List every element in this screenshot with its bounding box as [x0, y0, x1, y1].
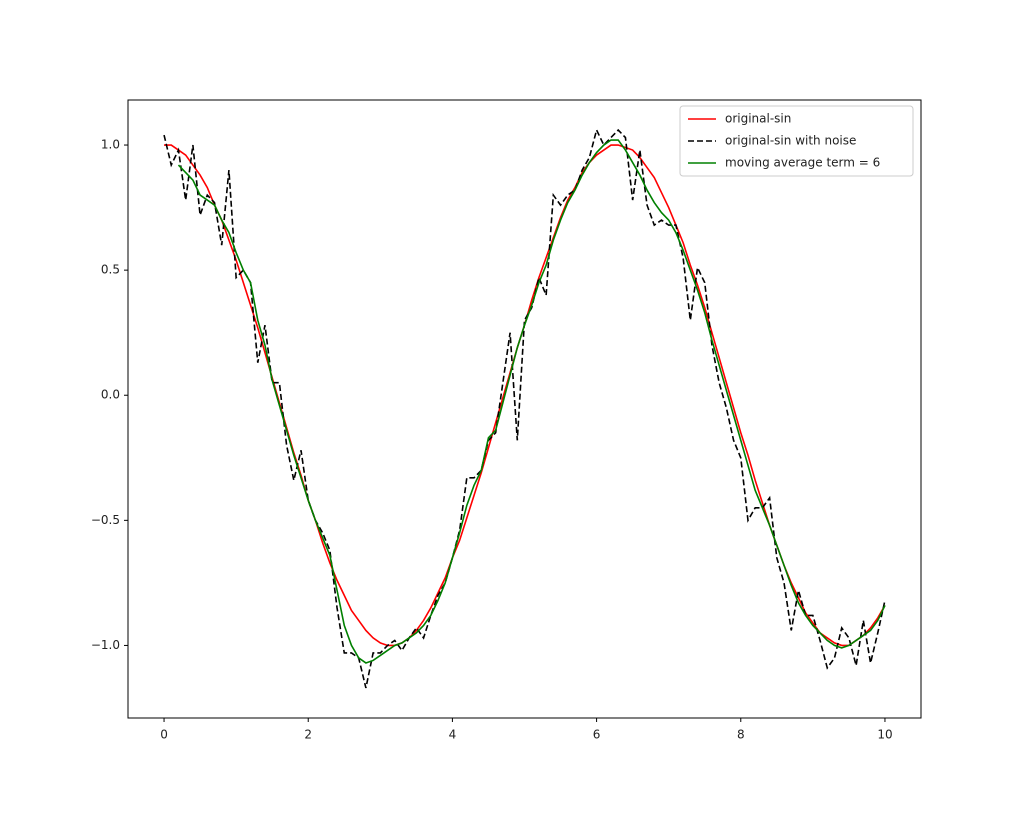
y-tick-label: 0.0 — [101, 388, 120, 402]
x-tick-label: 4 — [449, 728, 457, 742]
legend-box — [679, 105, 914, 177]
x-tick-label: 2 — [304, 728, 312, 742]
x-tick-label: 0 — [160, 728, 168, 742]
legend-label: moving average term = 6 — [725, 156, 880, 170]
series-line — [177, 139, 886, 664]
x-tick-label: 10 — [877, 728, 892, 742]
y-tick-label: −1.0 — [91, 638, 120, 652]
plot-frame — [127, 99, 922, 719]
x-tick-label: 8 — [737, 728, 745, 742]
y-tick-label: 1.0 — [101, 138, 120, 152]
legend-label: original-sin — [725, 112, 791, 126]
x-tick-label: 6 — [593, 728, 601, 742]
y-tick-label: 0.5 — [101, 263, 120, 277]
legend-label: original-sin with noise — [725, 134, 856, 148]
y-tick-label: −0.5 — [91, 513, 120, 527]
